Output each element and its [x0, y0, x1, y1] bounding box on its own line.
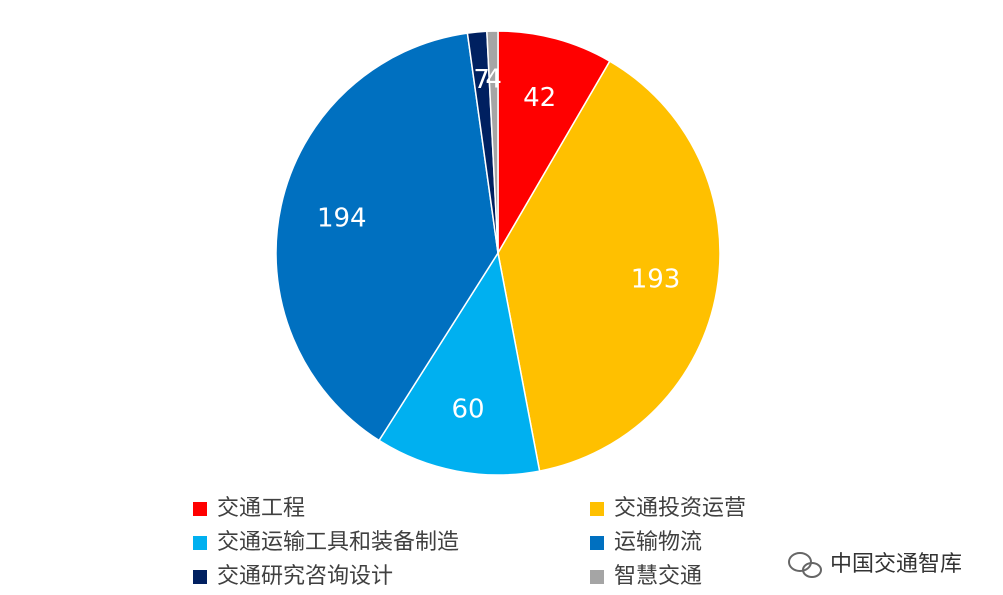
value-label: 4 [485, 64, 502, 94]
legend-swatch [193, 536, 207, 550]
legend-swatch [193, 570, 207, 584]
pie-slice [486, 30, 499, 254]
value-label: 60 [452, 395, 485, 425]
legend-swatch [193, 502, 207, 516]
legend-label: 交通工程 [217, 496, 305, 521]
watermark: 中国交通智库 [830, 552, 962, 577]
legend-swatch [590, 570, 604, 584]
pie-slice [378, 250, 541, 476]
legend-swatch [590, 502, 604, 516]
legend-swatch [590, 536, 604, 550]
legend-label: 交通投资运营 [614, 496, 746, 521]
watermark-icon [788, 552, 822, 578]
legend-label: 运输物流 [614, 530, 702, 555]
legend-label: 交通研究咨询设计 [217, 564, 393, 589]
value-label: 194 [317, 204, 367, 234]
pie-slice [497, 60, 721, 472]
legend-label: 智慧交通 [614, 564, 702, 589]
value-label: 42 [523, 83, 556, 113]
value-label: 193 [631, 264, 681, 294]
value-label: 7 [473, 65, 490, 95]
pie-slice [275, 32, 499, 442]
pie-slice [497, 30, 611, 256]
legend-label: 交通运输工具和装备制造 [217, 530, 459, 555]
